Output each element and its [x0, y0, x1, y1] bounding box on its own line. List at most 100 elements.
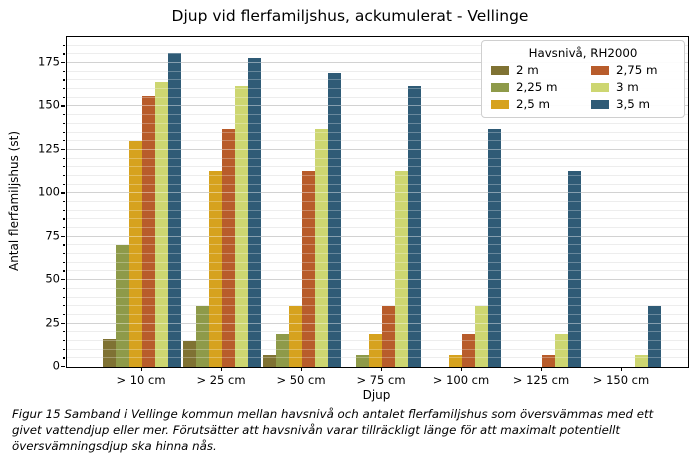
y-minor-tick — [62, 44, 65, 46]
y-tick-label: 50 — [45, 271, 60, 286]
bar-2-5-m — [289, 306, 302, 367]
legend-swatch-icon — [491, 66, 509, 76]
legend-item: 2,25 m — [491, 79, 575, 94]
x-tick-label: > 150 cm — [592, 373, 650, 387]
major-gridline — [67, 235, 688, 237]
y-tick-label: 150 — [38, 97, 60, 112]
chart-title: Djup vid flerfamiljshus, ackumulerat - V… — [171, 7, 529, 25]
minor-gridline — [67, 157, 688, 159]
major-gridline — [67, 322, 688, 324]
y-minor-tick — [62, 96, 65, 98]
bar-3-5-m — [488, 129, 501, 367]
minor-gridline — [67, 122, 688, 124]
major-gridline — [67, 148, 688, 150]
legend-item: 3 m — [591, 79, 675, 94]
major-gridline — [67, 148, 688, 150]
bar-2-m — [183, 340, 196, 367]
legend-swatch-icon — [591, 83, 609, 93]
bar-3-5-m — [168, 52, 181, 367]
minor-gridline — [67, 174, 688, 176]
x-tick — [541, 367, 543, 371]
y-minor-tick — [62, 201, 65, 203]
legend-swatch-icon — [591, 66, 609, 76]
y-minor-tick — [62, 261, 65, 263]
legend-swatch-icon — [591, 99, 609, 109]
figure-caption: Figur 15 Samband i Vellinge kommun mella… — [12, 407, 654, 454]
y-minor-tick — [62, 253, 65, 255]
bar-group-25 — [183, 37, 261, 367]
y-minor-tick — [62, 131, 65, 133]
y-tick-label: 0 — [52, 358, 60, 373]
y-minor-tick — [62, 331, 65, 333]
minor-gridline — [67, 166, 688, 168]
y-tick — [61, 148, 65, 151]
bar-2-25-m — [116, 245, 129, 367]
minor-gridline — [67, 53, 688, 55]
minor-gridline — [67, 79, 688, 81]
x-tick — [381, 367, 383, 371]
x-tick — [301, 367, 303, 371]
legend-label: 2,25 m — [516, 79, 558, 94]
y-minor-tick — [62, 140, 65, 142]
bar-group-50 — [263, 37, 341, 367]
y-tick — [61, 366, 65, 368]
minor-gridline — [67, 131, 688, 133]
major-gridline — [67, 105, 688, 107]
bar-3-m — [315, 129, 328, 367]
bar-2-75-m — [222, 129, 235, 367]
bar-group-75 — [343, 37, 421, 367]
minor-gridline — [67, 244, 688, 246]
y-minor-tick — [62, 157, 65, 159]
minor-gridline — [67, 131, 688, 133]
minor-gridline — [67, 88, 688, 90]
minor-gridline — [67, 218, 688, 220]
minor-gridline — [67, 253, 688, 255]
bar-3-5-m — [648, 306, 661, 367]
legend-label: 3 m — [616, 79, 639, 94]
minor-gridline — [67, 209, 688, 211]
y-minor-tick — [62, 339, 65, 342]
plot-area: Havsnivå, RH2000 2 m 2,25 m 2,5 m 2,75 m 3 m… — [66, 36, 689, 368]
minor-gridline — [67, 140, 688, 142]
minor-gridline — [67, 313, 688, 315]
x-tick — [461, 367, 463, 371]
bar-2-m — [263, 354, 276, 367]
y-minor-tick — [62, 296, 65, 298]
x-tick — [621, 367, 623, 371]
legend-label: 2,75 m — [616, 63, 658, 77]
bar-3-m — [235, 85, 248, 367]
bar-2-75-m — [382, 306, 395, 367]
x-tick-label: > 125 cm — [512, 373, 570, 387]
bar-3-5-m — [248, 57, 261, 367]
bar-group-100 — [423, 37, 501, 367]
bar-3-5-m — [328, 73, 341, 367]
bar-2-25-m — [276, 334, 289, 367]
y-tick-label: 175 — [38, 54, 60, 69]
minor-gridline — [67, 331, 688, 333]
minor-gridline — [67, 157, 688, 159]
legend: Havsnivå, RH2000 2 m 2,25 m 2,5 m 2,75 m 3 m… — [481, 40, 685, 119]
y-minor-tick — [62, 348, 65, 350]
legend-item: 2,75 m — [591, 63, 675, 77]
y-tick-label: 25 — [45, 314, 60, 329]
bar-3-m — [555, 334, 568, 367]
minor-gridline — [67, 140, 688, 142]
y-minor-tick — [62, 183, 65, 185]
y-minor-tick — [62, 122, 65, 125]
bar-3-m — [635, 354, 648, 367]
bar-3-5-m — [408, 85, 421, 367]
legend-swatch-icon — [491, 99, 509, 109]
y-minor-tick — [62, 244, 65, 246]
y-minor-tick — [62, 166, 65, 168]
major-gridline — [67, 279, 688, 281]
major-gridline — [67, 62, 688, 64]
minor-gridline — [67, 287, 688, 289]
major-gridline — [67, 192, 688, 194]
y-minor-tick — [62, 313, 65, 316]
legend-label: 3,5 m — [616, 96, 651, 111]
bar-3-m — [155, 82, 168, 367]
minor-gridline — [67, 53, 688, 55]
major-gridline — [67, 105, 688, 107]
y-minor-tick — [62, 227, 65, 229]
